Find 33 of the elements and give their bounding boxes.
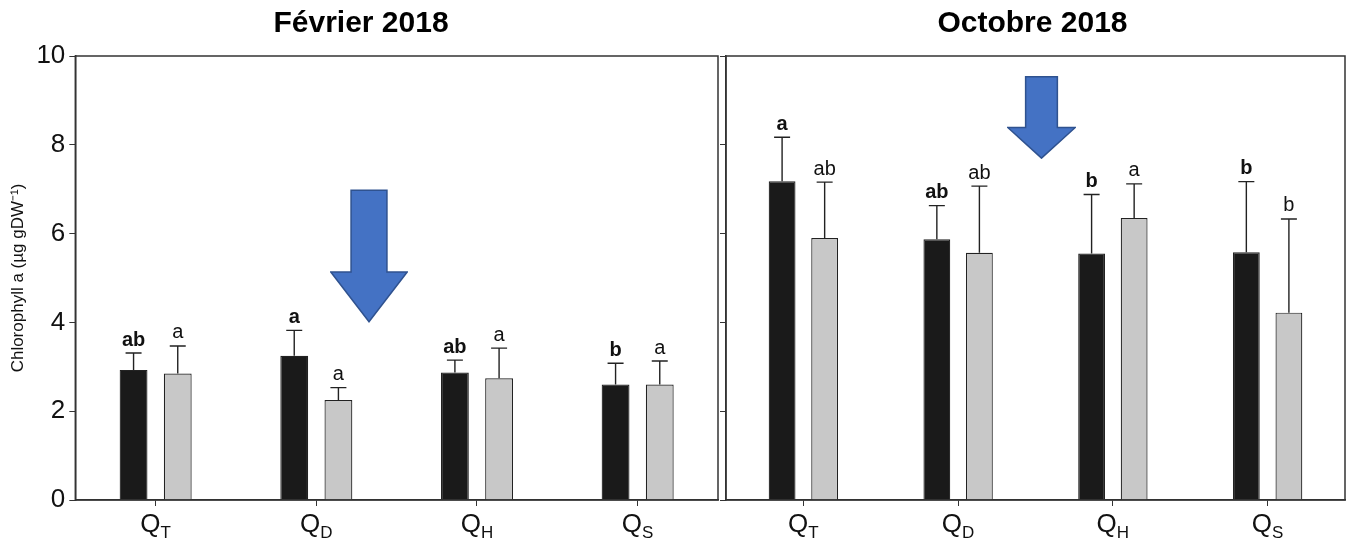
y-tick-label: 10 [36,39,66,70]
x-tick-label: Q$_{S}$ [621,508,654,544]
y-tick-label: 8 [50,127,66,158]
annotation: a [332,362,345,385]
x-tick-label: Q$_{S}$ [1251,508,1284,544]
annotation: b [1283,193,1295,216]
x-tick-label: Q$_{T}$ [140,508,171,544]
y-tick-label: 4 [50,305,66,336]
y-axis-title: Chlorophyll a (µg gDW⁻¹) [7,183,27,373]
annotation: b [1240,156,1253,179]
annotation: ab [925,180,949,203]
annotation: ab [443,334,467,357]
y-tick-label: 6 [50,216,66,247]
x-tick-label: Q$_{D}$ [300,508,333,544]
annotation: b [1085,169,1098,192]
y-tick-label: 2 [50,394,66,425]
annotation: a [172,320,185,343]
x-tick-label: Q$_{H}$ [1096,508,1130,544]
annotation: ab [121,327,146,350]
annotation: a [654,335,667,358]
annotation: ab [968,160,991,183]
annotation: b [609,337,622,360]
chart-title: Octobre 2018 [937,5,1128,39]
x-tick-label: Q$_{D}$ [941,508,975,544]
annotation: a [1128,158,1141,181]
x-tick-label: Q$_{H}$ [460,508,494,544]
y-tick-label: 0 [50,483,66,514]
annotation: a [493,322,506,345]
annotation: a [776,111,789,134]
annotation: ab [813,156,836,179]
chart-title: Février 2018 [273,5,449,39]
annotation: a [288,304,301,327]
x-tick-label: Q$_{T}$ [788,508,819,544]
